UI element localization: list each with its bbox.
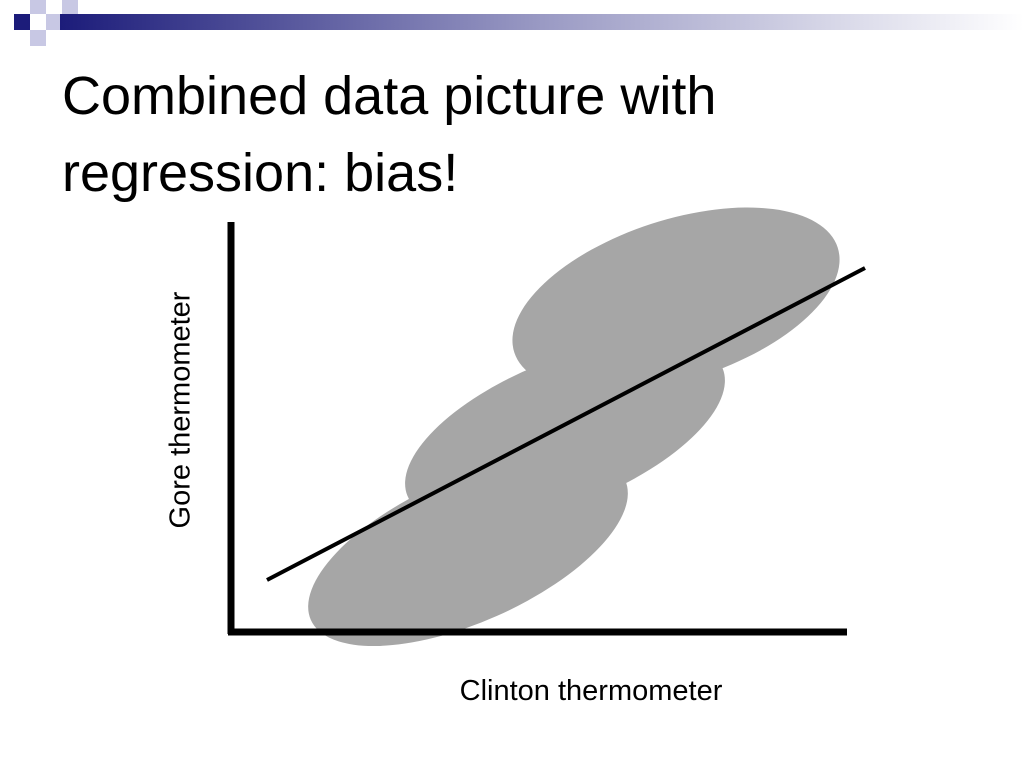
title-line: regression: bias! [62,143,458,203]
deco-square [46,14,60,30]
slide-decoration [14,0,1024,46]
deco-square [62,0,78,14]
deco-square [30,0,46,14]
regression-line [266,266,866,582]
y-axis-label: Gore thermometer [165,291,197,528]
data-blob [512,207,840,393]
deco-square [30,30,46,46]
data-cloud [308,207,840,647]
x-axis-label: Clinton thermometer [460,675,723,707]
header-bar [60,14,1024,30]
deco-square [14,14,30,30]
title-line: Combined data picture with [62,66,716,126]
